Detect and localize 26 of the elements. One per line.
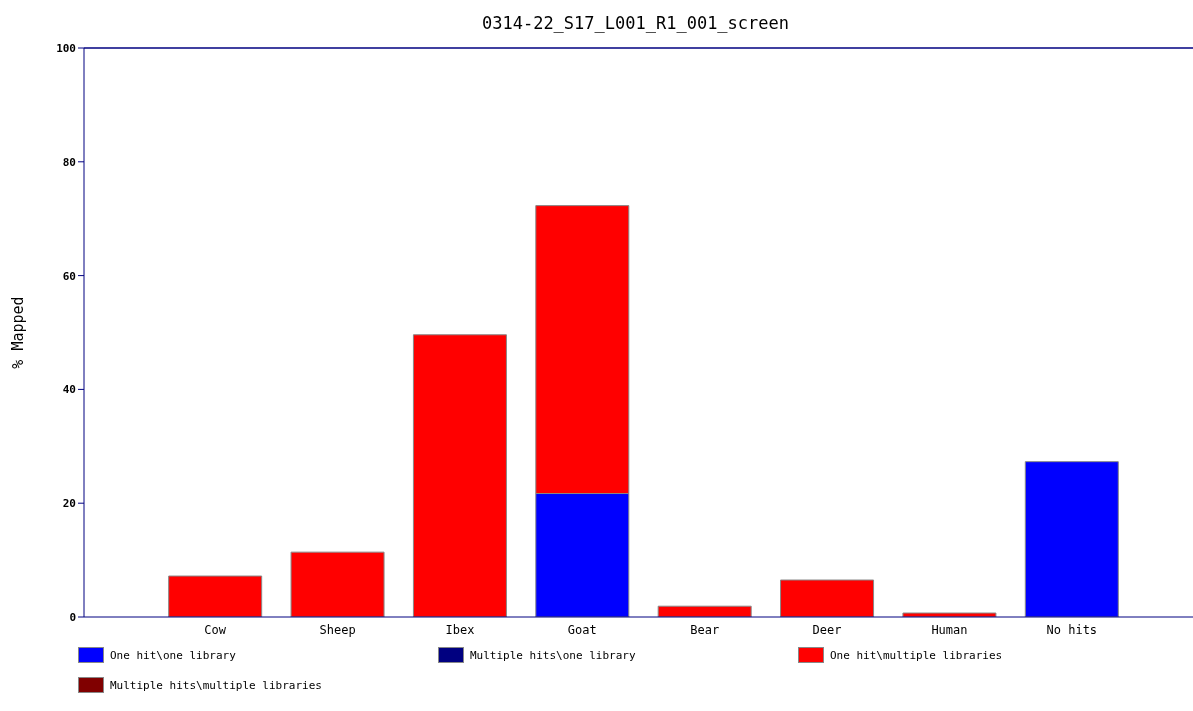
bar: [290, 551, 385, 617]
bar: [1024, 461, 1119, 617]
x-tick-label: Bear: [690, 622, 720, 637]
y-tick-label: 20: [62, 497, 76, 511]
y-tick-label: 80: [62, 155, 76, 169]
x-tick-label: No hits: [1046, 622, 1098, 637]
legend-label: One hit\one library: [110, 648, 236, 662]
y-tick-label: 0: [69, 610, 76, 624]
x-tick-label: Human: [931, 622, 968, 637]
bar: [412, 334, 507, 617]
legend-label: One hit\multiple libraries: [830, 648, 1003, 662]
bar: [780, 579, 875, 617]
y-tick-label: 40: [62, 383, 76, 397]
legend-label: Multiple hits\one library: [470, 648, 636, 662]
x-tick-label: Ibex: [445, 622, 475, 637]
bar: [902, 612, 997, 617]
legend-label: Multiple hits\multiple libraries: [110, 678, 322, 692]
y-axis-title: % Mapped: [9, 296, 28, 369]
x-tick-label: Deer: [812, 622, 842, 637]
chart-title: 0314-22_S17_L001_R1_001_screen: [480, 12, 790, 35]
x-tick-label: Goat: [567, 622, 597, 637]
x-tick-label: Sheep: [319, 622, 356, 637]
bar: [168, 575, 263, 617]
y-tick-label: 60: [62, 269, 76, 283]
x-tick-label: Cow: [204, 622, 227, 637]
y-tick-label: 100: [56, 41, 76, 55]
